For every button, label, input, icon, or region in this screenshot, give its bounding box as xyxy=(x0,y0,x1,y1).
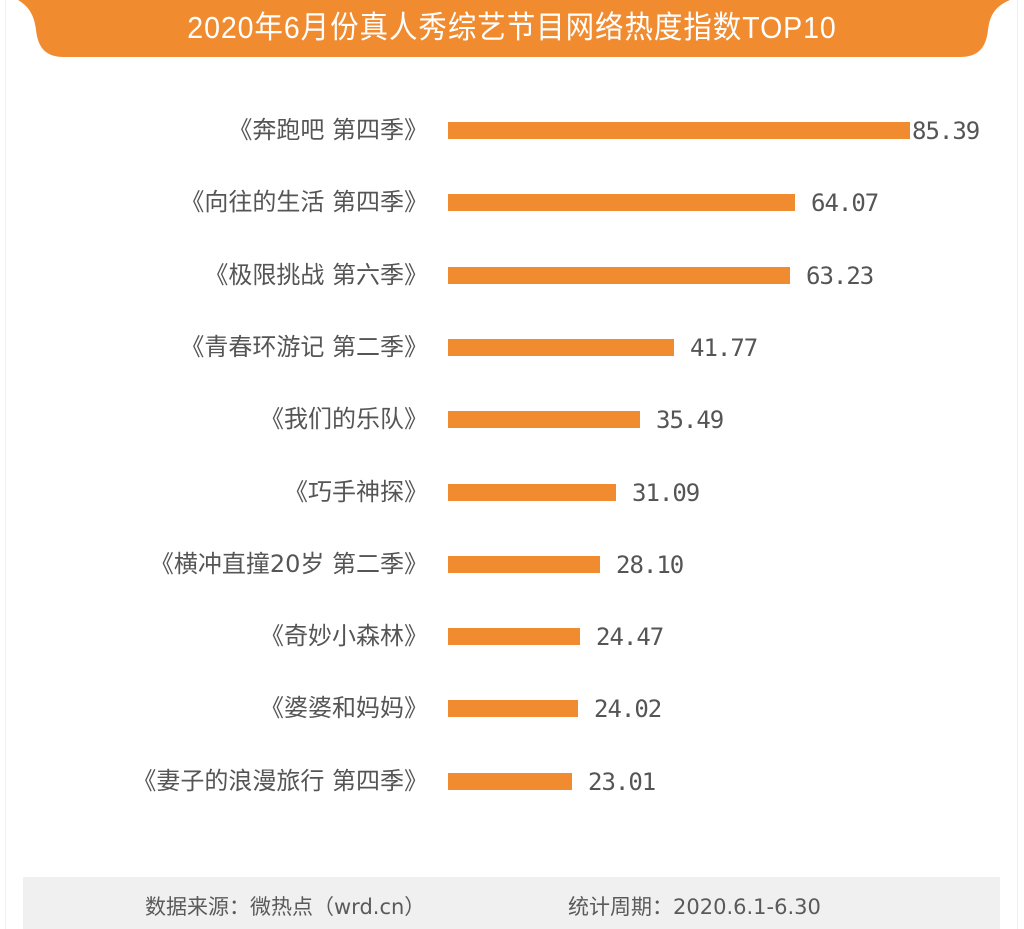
category-label: 《妻子的浪漫旅行 第四季》 xyxy=(132,767,428,795)
bar-row: 《奔跑吧 第四季》 85.39 xyxy=(0,112,1024,148)
bar xyxy=(448,773,572,790)
value-label: 63.23 xyxy=(806,262,874,290)
bar xyxy=(448,339,674,356)
value-label: 85.39 xyxy=(912,117,980,145)
category-label: 《向往的生活 第四季》 xyxy=(180,188,428,216)
bar xyxy=(448,267,790,284)
category-label: 《横冲直撞20岁 第二季》 xyxy=(149,550,428,578)
bar-row: 《青春环游记 第二季》 41.77 xyxy=(0,329,1024,365)
data-source-note: 数据来源：微热点（wrd.cn） xyxy=(145,895,426,919)
category-label: 《我们的乐队》 xyxy=(260,405,428,433)
value-label: 28.10 xyxy=(616,551,684,579)
category-label: 《极限挑战 第六季》 xyxy=(204,261,428,289)
value-label: 35.49 xyxy=(656,406,724,434)
bar-row: 《横冲直撞20岁 第二季》 28.10 xyxy=(0,546,1024,582)
bar xyxy=(448,628,580,645)
period-note: 统计周期：2020.6.1-6.30 xyxy=(568,895,821,919)
value-label: 24.47 xyxy=(596,623,664,651)
value-label: 31.09 xyxy=(632,479,700,507)
bar-row: 《我们的乐队》 35.49 xyxy=(0,401,1024,437)
value-label: 24.02 xyxy=(594,695,662,723)
bar xyxy=(448,700,578,717)
bar-row: 《向往的生活 第四季》 64.07 xyxy=(0,184,1024,220)
chart-title: 2020年6月份真人秀综艺节目网络热度指数TOP10 xyxy=(187,10,837,45)
category-label: 《婆婆和妈妈》 xyxy=(260,694,428,722)
bar-row: 《巧手神探》 31.09 xyxy=(0,474,1024,510)
bar xyxy=(448,484,616,501)
bar-row: 《极限挑战 第六季》 63.23 xyxy=(0,257,1024,293)
footer-bar: 数据来源：微热点（wrd.cn） 统计周期：2020.6.1-6.30 xyxy=(23,877,1000,929)
bar xyxy=(448,411,640,428)
page-frame xyxy=(5,0,1018,929)
category-label: 《奇妙小森林》 xyxy=(260,622,428,650)
bar-row: 《妻子的浪漫旅行 第四季》 23.01 xyxy=(0,763,1024,799)
category-label: 《巧手神探》 xyxy=(284,478,428,506)
category-label: 《青春环游记 第二季》 xyxy=(180,333,428,361)
title-banner: 2020年6月份真人秀综艺节目网络热度指数TOP10 xyxy=(0,0,1024,60)
value-label: 64.07 xyxy=(811,189,879,217)
bar xyxy=(448,556,600,573)
value-label: 41.77 xyxy=(690,334,758,362)
bar xyxy=(448,194,795,211)
bar xyxy=(448,122,910,139)
value-label: 23.01 xyxy=(588,768,656,796)
bar-row: 《婆婆和妈妈》 24.02 xyxy=(0,690,1024,726)
bar-row: 《奇妙小森林》 24.47 xyxy=(0,618,1024,654)
banner-shape xyxy=(18,0,1010,57)
category-label: 《奔跑吧 第四季》 xyxy=(228,116,428,144)
